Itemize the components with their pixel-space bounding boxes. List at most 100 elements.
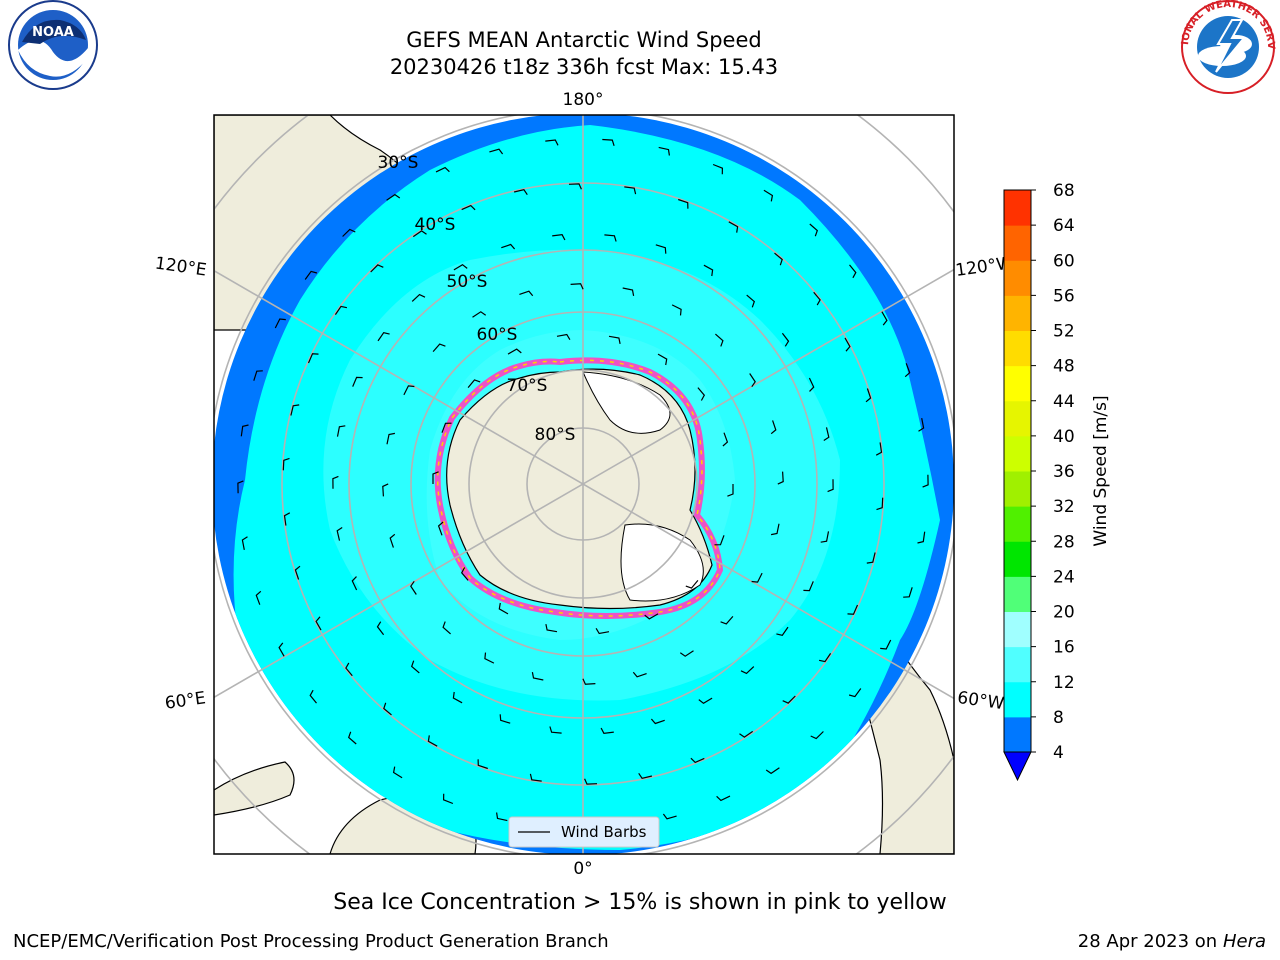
- wind-barb: [499, 714, 511, 724]
- wind-barb: [290, 404, 300, 416]
- wind-barb: [715, 333, 724, 347]
- wind-barb: [632, 671, 647, 678]
- wind-barb: [274, 318, 286, 329]
- wind-barb: [309, 689, 317, 704]
- wind-barb: [827, 479, 834, 493]
- wind-barb: [489, 148, 504, 155]
- wind-barb: [386, 432, 396, 445]
- colorbar-tick-label: 28: [1053, 532, 1075, 552]
- wind-barb: [781, 332, 790, 347]
- colorbar-bin: [1004, 400, 1031, 437]
- wind-barb: [467, 379, 481, 388]
- wind-barb: [383, 702, 392, 716]
- colorbar-tick-label: 40: [1053, 427, 1075, 447]
- wind-barb: [376, 621, 385, 636]
- colorbar-bin: [1004, 506, 1031, 542]
- wind-barb: [720, 616, 734, 625]
- wind-barb: [477, 759, 488, 770]
- wind-barb: [472, 311, 487, 318]
- colorbar-bin: [1004, 190, 1031, 226]
- wind-barb: [690, 757, 705, 764]
- wind-barb: [808, 377, 815, 392]
- wind-barb: [410, 660, 420, 674]
- colorbar-bin: [1004, 576, 1031, 612]
- wind-barb: [650, 718, 665, 725]
- wind-barb: [823, 427, 830, 442]
- wind-barb: [437, 521, 444, 536]
- wind-barb: [389, 533, 396, 548]
- wind-barb: [622, 287, 635, 297]
- wind-barb: [809, 223, 819, 237]
- wind-barb: [595, 627, 610, 635]
- lon-label-180: 180°: [563, 90, 604, 110]
- wind-barb: [697, 387, 706, 401]
- wind-barb: [728, 221, 739, 233]
- chart-title: GEFS MEAN Antarctic Wind Speed: [406, 28, 762, 52]
- wind-barb: [529, 773, 542, 782]
- wind-barb: [332, 475, 339, 489]
- wind-barb: [600, 727, 614, 734]
- colorbar-tick-label: 24: [1053, 567, 1075, 587]
- colorbar-bin: [1004, 611, 1031, 648]
- wind-barb: [849, 264, 857, 279]
- wind-barb: [432, 343, 446, 352]
- wind-barb: [918, 417, 925, 432]
- wind-barb: [746, 294, 756, 308]
- wind-barb: [568, 183, 582, 190]
- wind-barb: [442, 621, 451, 635]
- wind-barb: [848, 688, 862, 698]
- lon-label-60w: 60°W: [956, 688, 1005, 714]
- wind-barb: [442, 793, 454, 805]
- wind-barb: [351, 576, 358, 591]
- wind-barb: [880, 639, 892, 650]
- wind-barb: [739, 730, 754, 738]
- nws-logo: NATIONAL WEATHER SERVICE: [0, 0, 1276, 94]
- wind-barb: [496, 812, 508, 822]
- colorbar-bin: [1004, 471, 1031, 507]
- wind-barb: [460, 567, 469, 581]
- wind-barbs: [237, 138, 929, 830]
- colorbar-bin: [1004, 225, 1031, 261]
- colorbar-tick-label: 60: [1053, 251, 1075, 271]
- wind-barb: [865, 388, 872, 403]
- wind-barb: [847, 604, 859, 615]
- legend-label: Wind Barbs: [561, 823, 647, 841]
- colorbar-extend-arrow: [1003, 751, 1032, 782]
- wind-barb: [345, 662, 353, 677]
- wind-barb: [782, 695, 796, 704]
- lat-label-50s: 50°S: [447, 272, 488, 292]
- wind-barb: [336, 526, 343, 541]
- lat-label-70s: 70°S: [507, 376, 548, 396]
- wind-barb: [237, 480, 244, 494]
- wind-barb: [382, 483, 389, 497]
- colorbar-tick-label: 52: [1053, 322, 1075, 342]
- wind-barb: [881, 311, 888, 326]
- wind-barb: [866, 552, 876, 564]
- colorbar-bin: [1004, 365, 1031, 402]
- footer-credit: NCEP/EMC/Verification Post Processing Pr…: [13, 931, 609, 952]
- wind-barb: [307, 353, 319, 364]
- wind-barb: [813, 291, 821, 306]
- colorbar-bin: [1004, 295, 1031, 331]
- wind-barb: [412, 230, 427, 238]
- chart-subtitle: 20230426 t18z 336h fcst Max: 15.43: [389, 55, 779, 79]
- wind-barb: [657, 353, 668, 366]
- wind-barb: [712, 163, 724, 175]
- wind-barb: [685, 580, 699, 589]
- noaa-logo: NOAA: [8, 0, 98, 90]
- colorbar-bin: [1004, 681, 1031, 718]
- wind-barb: [776, 626, 789, 636]
- wind-barb: [278, 642, 285, 657]
- wind-barb: [876, 497, 884, 511]
- wind-barb: [410, 580, 417, 595]
- wind-barb: [679, 650, 694, 657]
- wind-barb: [765, 767, 780, 775]
- wind-barb: [922, 474, 929, 488]
- colorbar-bin: [1004, 646, 1031, 683]
- wind-barb: [917, 531, 926, 544]
- wind-barb: [411, 293, 426, 302]
- lat-label-60s: 60°S: [477, 325, 518, 345]
- wind-barb: [501, 243, 516, 250]
- wind-barb: [655, 244, 667, 254]
